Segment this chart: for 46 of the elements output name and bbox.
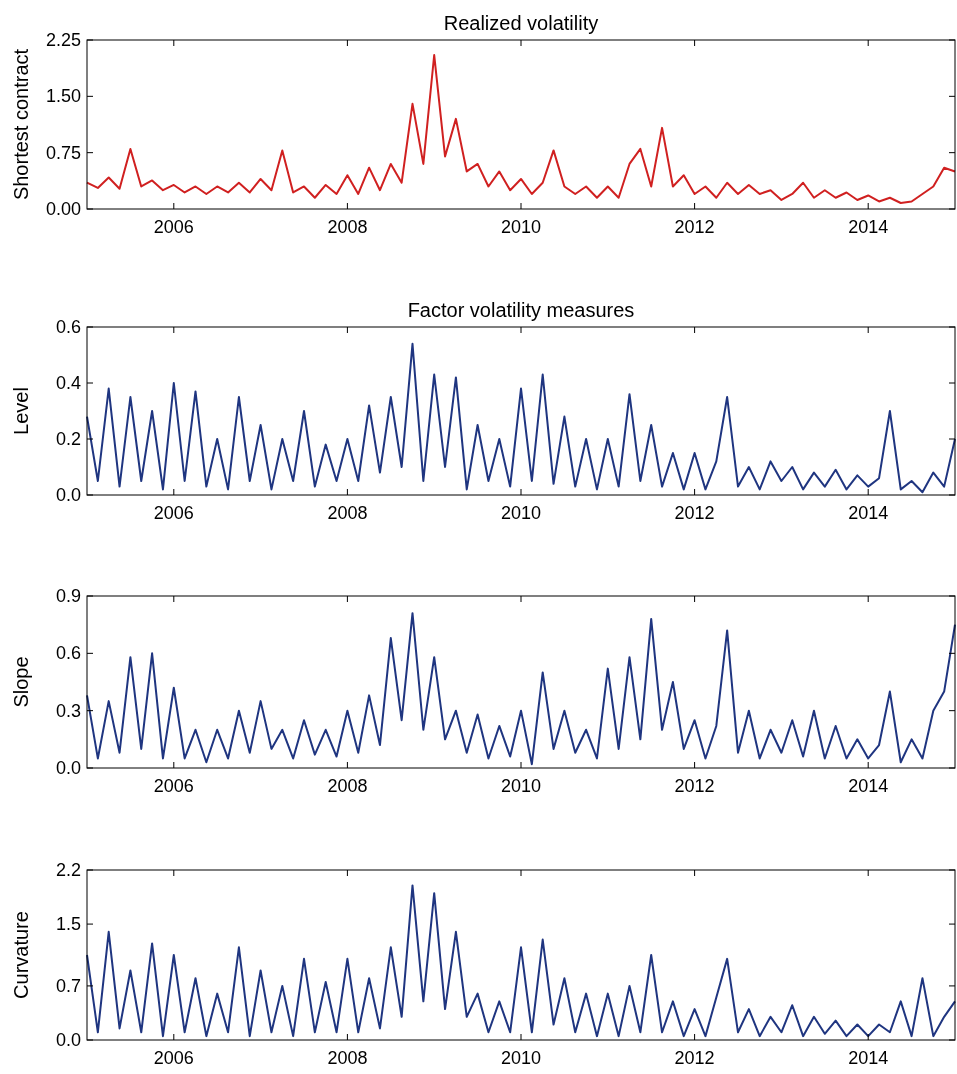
x-tick-label: 2012 [674, 217, 715, 237]
x-tick-label: 2006 [153, 776, 194, 796]
line-series [86, 342, 956, 494]
x-tick-label: 2006 [153, 1048, 194, 1068]
y-tick-label: 0.9 [55, 586, 81, 606]
x-tick-label: 2006 [153, 217, 194, 237]
x-tick-label: 2014 [848, 1048, 889, 1068]
y-axis-title: Level [10, 387, 32, 435]
y-tick-label: 1.5 [55, 914, 81, 935]
y-tick-label: 0.75 [45, 142, 81, 163]
y-tick-label: 0.7 [55, 975, 81, 996]
line-series [86, 54, 956, 204]
chart-title: Factor volatility measures [407, 299, 635, 321]
x-tick-label: 2010 [500, 776, 542, 796]
y-tick-label: 0.0 [55, 1030, 81, 1050]
x-tick-label: 2010 [500, 217, 542, 237]
y-tick-label: 0.3 [55, 700, 81, 721]
y-axis-title: Slope [10, 656, 32, 708]
x-tick-label: 2008 [327, 1048, 368, 1068]
x-tick-label: 2008 [327, 217, 368, 237]
line-series [86, 612, 956, 766]
y-tick-label: 0.6 [55, 643, 81, 664]
y-tick-label: 1.50 [45, 86, 81, 107]
x-tick-label: 2008 [327, 776, 368, 796]
y-tick-label: 0.2 [55, 429, 81, 449]
y-tick-label: 2.2 [55, 860, 81, 880]
x-tick-label: 2012 [674, 1048, 715, 1068]
y-tick-label: 0.0 [55, 758, 81, 778]
y-axis-title: Shortest contract [10, 48, 32, 201]
x-tick-label: 2010 [500, 1048, 542, 1068]
chart-title: Realized volatility [443, 12, 599, 34]
x-tick-label: 2014 [848, 503, 889, 523]
x-tick-label: 2012 [674, 776, 715, 796]
x-tick-label: 2010 [500, 503, 542, 523]
y-tick-label: 0.6 [55, 317, 81, 337]
y-tick-label: 0.0 [55, 485, 81, 505]
x-tick-label: 2008 [327, 503, 368, 523]
line-series [86, 884, 956, 1038]
x-tick-label: 2006 [153, 503, 194, 523]
x-tick-label: 2014 [848, 217, 889, 237]
y-axis-title: Curvature [10, 911, 32, 999]
y-tick-label: 0.00 [45, 199, 81, 219]
x-tick-label: 2012 [674, 503, 715, 523]
y-tick-label: 0.4 [55, 373, 81, 393]
x-tick-label: 2014 [848, 776, 889, 796]
y-tick-label: 2.25 [45, 30, 81, 50]
